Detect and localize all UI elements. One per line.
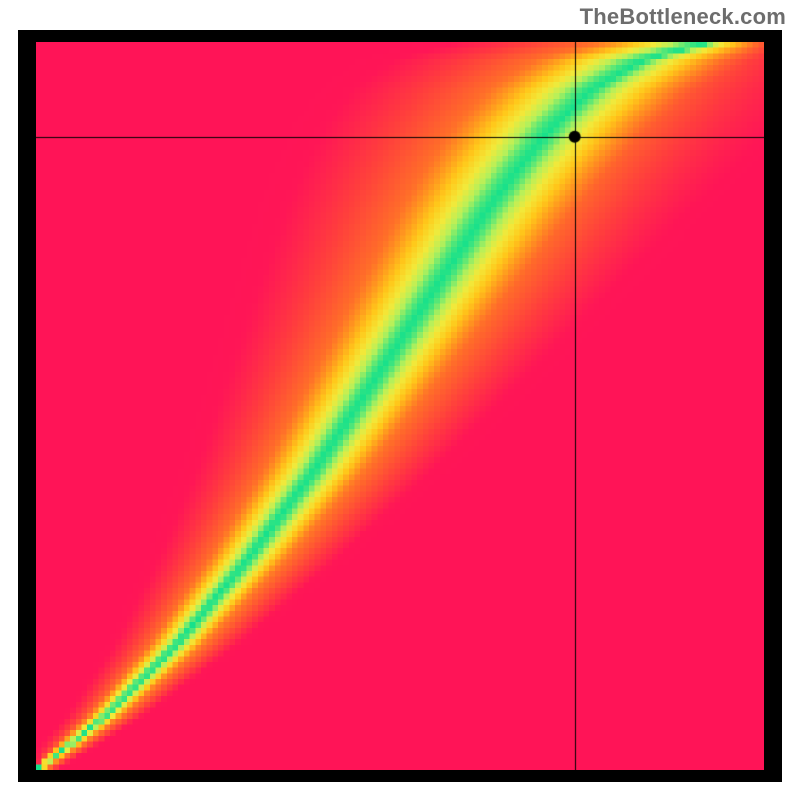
page-frame: TheBottleneck.com	[0, 0, 800, 800]
crosshair-overlay	[36, 42, 764, 770]
watermark-text: TheBottleneck.com	[580, 4, 786, 30]
plot-border	[18, 30, 782, 782]
